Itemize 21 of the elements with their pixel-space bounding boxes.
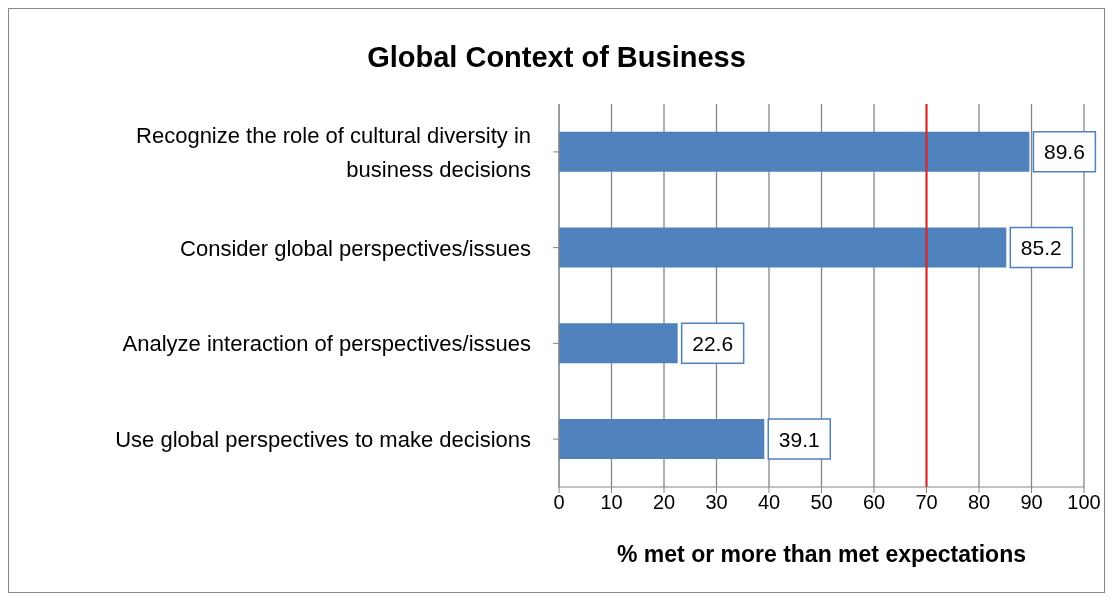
data-label: 22.6 bbox=[692, 331, 734, 355]
x-tick-label: 80 bbox=[967, 491, 991, 514]
y-tick-label: Consider global perspectives/issues bbox=[180, 235, 531, 261]
chart-title: Global Context of Business bbox=[366, 41, 747, 74]
x-tick-label: 30 bbox=[705, 491, 728, 514]
x-tick-label: 10 bbox=[600, 491, 623, 514]
x-tick-label: 0 bbox=[553, 491, 565, 514]
y-tick-label: Use global perspectives to make decisions bbox=[115, 426, 531, 452]
x-tick-label: 40 bbox=[757, 491, 781, 514]
x-tick-label: 70 bbox=[915, 491, 938, 514]
x-axis-title: % met or more than met expectations bbox=[617, 541, 1026, 567]
data-label: 89.6 bbox=[1043, 140, 1085, 164]
data-label: 39.1 bbox=[778, 427, 820, 451]
data-label: 85.2 bbox=[1020, 236, 1062, 260]
x-tick-label: 90 bbox=[1020, 491, 1043, 514]
x-tick-label: 50 bbox=[810, 491, 833, 514]
x-tick-label: 20 bbox=[652, 491, 676, 514]
y-tick-label: Recognize the role of cultural diversity in business decisions bbox=[136, 122, 531, 182]
x-tick-label: 60 bbox=[862, 491, 886, 514]
x-tick-label: 100 bbox=[1067, 491, 1101, 514]
y-tick-label: Analyze interaction of perspectives/issues bbox=[122, 330, 531, 356]
